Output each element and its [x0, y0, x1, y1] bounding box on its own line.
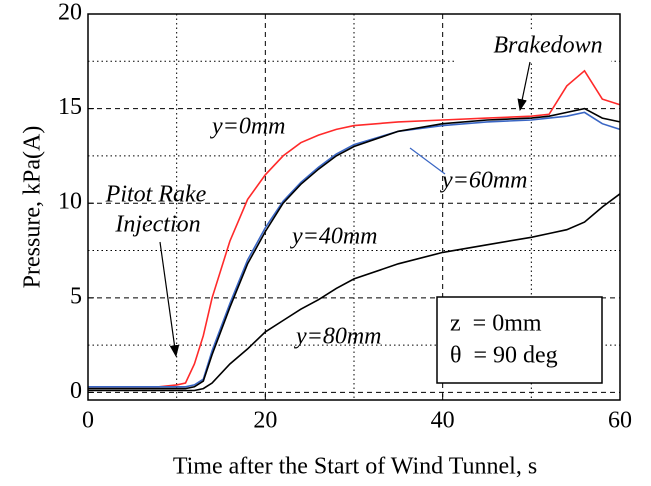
x-tick-label: 0	[82, 408, 94, 434]
y-tick-label: 5	[70, 283, 82, 309]
x-tick-label: 60	[608, 408, 632, 434]
x-tick-label: 20	[253, 408, 277, 434]
data-line	[88, 107, 621, 390]
y-tick-label: 0	[70, 378, 82, 404]
y-tick-label: 10	[58, 189, 82, 215]
annotation: Pitot Rake	[105, 182, 207, 208]
annotation-bg	[455, 32, 611, 62]
data-line	[88, 193, 621, 392]
plot-frame	[87, 13, 621, 401]
annotation-arrow	[159, 241, 180, 358]
series-label: y=0mm	[210, 114, 286, 140]
data-line	[88, 69, 621, 388]
y-axis-label: Pressure, kPa(A)	[20, 126, 46, 289]
y-tick-label: 20	[58, 0, 82, 26]
condition-box	[436, 296, 603, 384]
condition: θ = 90 deg	[450, 343, 558, 369]
y-tick-label: 15	[58, 94, 82, 120]
series-label: y=40mm	[290, 224, 378, 250]
data-line	[88, 111, 621, 388]
annotation-arrow	[517, 61, 531, 112]
series-label: y=80mm	[294, 324, 382, 350]
annotation: Injection	[114, 212, 200, 238]
series-label: y=60mm	[440, 168, 528, 194]
x-axis-label: Time after the Start of Wind Tunnel, s	[173, 454, 537, 480]
condition: z = 0mm	[450, 311, 542, 337]
label-leader	[409, 147, 446, 175]
annotation: Brakedown	[493, 33, 602, 59]
x-tick-label: 40	[431, 408, 455, 434]
